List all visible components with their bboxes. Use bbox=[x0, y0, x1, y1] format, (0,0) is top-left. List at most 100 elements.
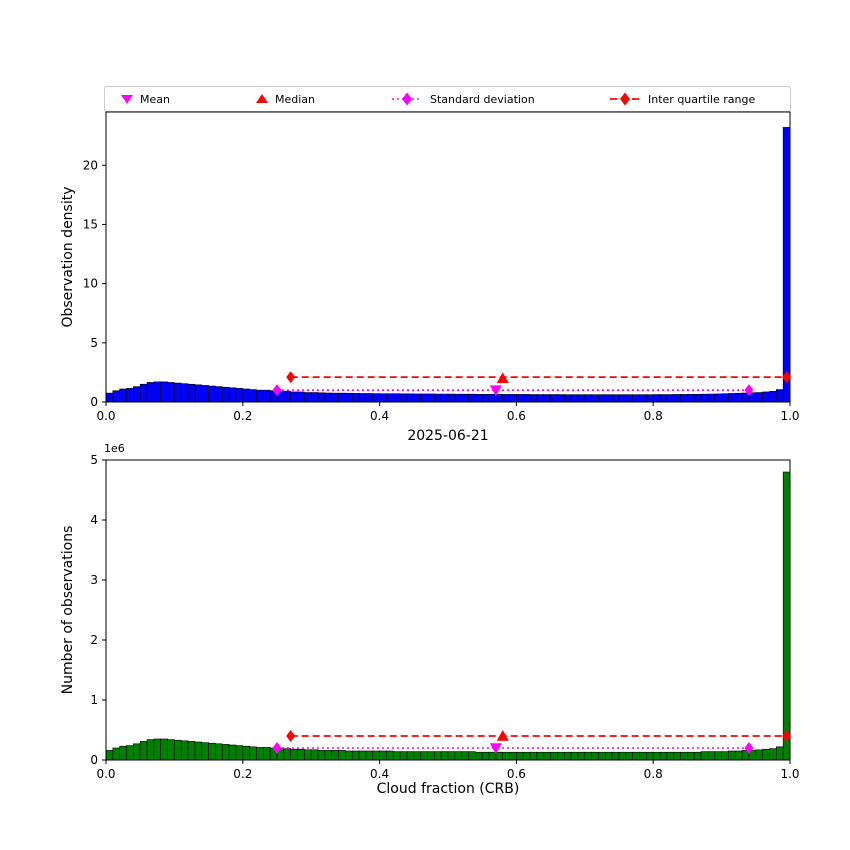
histogram-bar bbox=[728, 750, 736, 761]
histogram-bar bbox=[338, 392, 346, 403]
histogram-bar bbox=[228, 744, 237, 761]
histogram-bar bbox=[714, 751, 722, 761]
iqr-high-marker bbox=[782, 371, 792, 384]
histogram-bar bbox=[598, 751, 606, 761]
histogram-bar bbox=[522, 394, 531, 403]
histogram-bar bbox=[495, 751, 504, 761]
histogram-bar bbox=[577, 751, 586, 761]
iqr-high-marker bbox=[782, 730, 792, 742]
histogram-bar bbox=[618, 394, 627, 403]
histogram-bar bbox=[297, 748, 305, 761]
histogram-bar bbox=[201, 742, 209, 761]
histogram-bar bbox=[440, 393, 449, 403]
histogram-bar bbox=[481, 394, 490, 403]
histogram-bar bbox=[386, 393, 394, 403]
histogram-bar bbox=[488, 751, 497, 761]
y-tick-label: 5 bbox=[90, 336, 98, 350]
legend-label-std: Standard deviation bbox=[430, 93, 535, 106]
histogram-bar bbox=[290, 748, 298, 761]
histogram-bar bbox=[256, 389, 264, 403]
density-histogram: 0.0 0.2 0.4 0.6 0.8 1.0 0 5 10 15 20 bbox=[83, 111, 800, 423]
histogram-bar bbox=[687, 751, 695, 761]
histogram-bar bbox=[133, 386, 141, 403]
histogram-bar bbox=[139, 383, 148, 403]
histogram-bar bbox=[351, 393, 360, 403]
x-tick-label: 0.8 bbox=[644, 767, 663, 781]
histogram-bar bbox=[468, 393, 476, 403]
histogram-bar bbox=[693, 751, 702, 761]
histogram-bar bbox=[563, 394, 572, 403]
histogram-bar bbox=[167, 739, 175, 761]
histogram-bar bbox=[495, 394, 504, 403]
histogram-bar bbox=[529, 394, 538, 403]
histogram-bar bbox=[399, 393, 408, 403]
histogram-bar bbox=[721, 393, 729, 403]
histogram-bar bbox=[598, 394, 606, 403]
histogram-bar bbox=[153, 738, 162, 761]
histogram-bar bbox=[208, 742, 216, 761]
iqr-marker-icon bbox=[620, 92, 630, 106]
histogram-bar bbox=[345, 392, 353, 403]
histogram-bar bbox=[516, 394, 524, 403]
histogram-bar bbox=[310, 392, 319, 403]
histogram-bar bbox=[734, 750, 743, 761]
histogram-bar bbox=[673, 394, 681, 403]
histogram-bar bbox=[187, 741, 196, 761]
histogram-bar bbox=[365, 750, 374, 761]
histogram-bar bbox=[502, 394, 510, 403]
histogram-bar bbox=[208, 385, 216, 403]
histogram-bar bbox=[591, 394, 599, 403]
y-tick-label: 10 bbox=[83, 277, 98, 291]
std-dev-marker-icon bbox=[402, 92, 412, 106]
histogram-bar bbox=[481, 751, 490, 761]
histogram-bar bbox=[755, 392, 763, 403]
y-tick-label: 3 bbox=[90, 573, 98, 587]
histogram-bar bbox=[611, 751, 620, 761]
bottom-y-axis-label: Number of observations bbox=[60, 526, 76, 695]
histogram-bar bbox=[331, 392, 339, 403]
histogram-bar bbox=[283, 748, 291, 761]
histogram-bar bbox=[666, 751, 675, 761]
histogram-bar bbox=[153, 381, 162, 403]
top-y-axis-label: Observation density bbox=[60, 186, 76, 327]
x-tick-label: 0.2 bbox=[233, 767, 252, 781]
histogram-bar bbox=[174, 382, 182, 403]
histogram-bar bbox=[434, 393, 442, 403]
histogram-bar bbox=[509, 751, 517, 761]
histogram-bar bbox=[139, 741, 148, 761]
histogram-bar bbox=[714, 393, 722, 403]
histogram-bar bbox=[372, 750, 380, 761]
histogram-bar bbox=[687, 394, 695, 403]
histogram-bar bbox=[249, 389, 257, 403]
y-tick-label: 0 bbox=[90, 753, 98, 767]
histogram-bar bbox=[646, 751, 654, 761]
histogram-bar bbox=[304, 392, 312, 403]
histogram-bar bbox=[201, 385, 209, 403]
histogram-bar bbox=[611, 394, 620, 403]
histogram-bar bbox=[112, 747, 120, 761]
histogram-bar bbox=[461, 751, 469, 761]
histogram-bar bbox=[522, 751, 531, 761]
histogram-bar bbox=[406, 393, 415, 403]
y-axis-offset-label: 1e6 bbox=[104, 442, 125, 455]
histogram-bar bbox=[577, 394, 586, 403]
median-marker-icon bbox=[256, 94, 268, 103]
iqr-low-marker bbox=[286, 730, 296, 742]
histogram-bar bbox=[406, 751, 415, 761]
histogram-bar bbox=[297, 391, 305, 403]
histogram-bar bbox=[769, 391, 777, 403]
histogram-bar bbox=[310, 749, 319, 761]
histogram-bar bbox=[509, 394, 517, 403]
iqr-low-marker bbox=[286, 371, 296, 384]
histogram-bar bbox=[516, 751, 524, 761]
mean-marker bbox=[489, 743, 502, 754]
histogram-bar bbox=[228, 387, 237, 403]
axes-frame bbox=[105, 111, 791, 403]
histogram-bar bbox=[618, 751, 627, 761]
histogram-bar bbox=[119, 388, 127, 403]
y-tick-label: 1 bbox=[90, 693, 98, 707]
x-tick-label: 1.0 bbox=[780, 409, 799, 423]
histogram-bar bbox=[762, 748, 770, 761]
median-marker bbox=[496, 372, 509, 384]
y-tick-label: 5 bbox=[90, 453, 98, 467]
